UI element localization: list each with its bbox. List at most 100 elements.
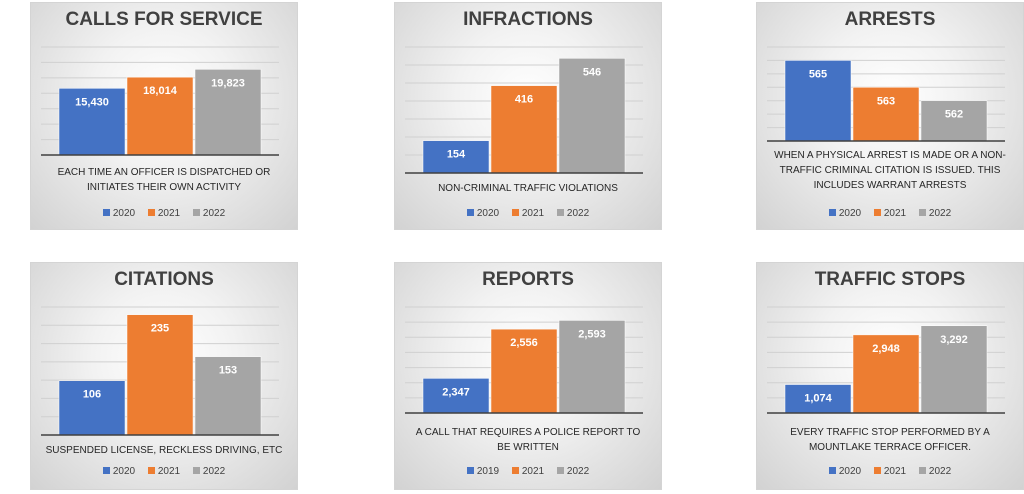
legend-label: 2021 [521,208,545,219]
legend-swatch [192,467,200,474]
bar-2022 [194,69,262,156]
bar-2021 [126,76,194,156]
chart-legend: 2020 2021 2022 [757,208,1023,219]
legend-swatch [466,467,474,474]
chart-legend: 2020 2021 2022 [757,466,1023,477]
legend-swatch [873,209,881,216]
bar-chart: 154 416 546 [405,46,643,174]
data-label: 106 [83,389,101,401]
legend-item: 2019 [466,466,500,477]
bar-2022 [920,325,988,414]
chart-description: A CALL THAT REQUIRES A POLICE REPORT TO … [415,427,641,453]
legend-swatch [873,467,881,474]
data-label: 565 [809,68,827,80]
chart-legend: 2019 2021 2022 [395,466,661,477]
chart-panel-citations: CITATIONS 106 235 153 SUSPENDED LICENSE, R… [30,262,298,490]
data-label: 563 [877,95,895,107]
data-label: 3,292 [940,334,968,346]
legend-label: 2020 [838,466,862,477]
data-label: 15,430 [75,96,109,108]
legend-item: 2022 [192,466,226,477]
chart-legend: 2020 2021 2022 [31,208,297,219]
bar-chart: 2,347 2,556 2,593 [405,306,643,414]
bar-chart: 1,074 2,948 3,292 [767,306,1005,414]
legend-swatch [511,467,519,474]
chart-legend: 2020 2021 2022 [31,466,297,477]
chart-description: EVERY TRAFFIC STOP PERFORMED BY A MOUNTL… [790,427,990,453]
data-label: 2,593 [578,328,606,340]
legend-label: 2022 [566,208,590,219]
chart-panel-arrests: ARRESTS 565 563 562 WHEN A PHYSICAL ARREST… [756,2,1024,230]
legend-item: 2020 [102,466,136,477]
bar-2021 [852,87,920,142]
chart-legend: 2020 2021 2022 [395,208,661,219]
legend-label: 2022 [202,466,226,477]
legend-item: 2022 [556,208,590,219]
bar-2022 [558,320,626,414]
chart-title: TRAFFIC STOPS [814,269,966,290]
legend-swatch [102,209,110,216]
legend-label: 2021 [157,208,181,219]
legend-swatch [828,467,836,474]
data-label: 154 [447,149,466,161]
legend-item: 2022 [918,208,952,219]
legend-label: 2020 [476,208,500,219]
legend-swatch [556,209,564,216]
bar-2020 [58,380,126,436]
data-label: 18,014 [143,85,178,97]
chart-description: WHEN A PHYSICAL ARREST IS MADE OR A NON-… [774,150,1006,191]
bar-2022 [920,100,988,142]
legend-label: 2021 [521,466,545,477]
bar-2021 [490,328,558,414]
legend-label: 2022 [202,208,226,219]
legend-label: 2022 [928,208,952,219]
bar-chart: 106 235 153 [41,306,279,436]
legend-item: 2021 [147,208,181,219]
data-label: 562 [945,109,963,121]
legend-item: 2022 [556,466,590,477]
bar-chart: 15,430 18,014 19,823 [41,46,279,156]
chart-title: ARRESTS [844,9,936,30]
legend-item: 2020 [828,208,862,219]
bar-2022 [558,58,626,174]
legend-swatch [147,209,155,216]
data-label: 2,948 [872,343,900,355]
chart-description: SUSPENDED LICENSE, RECKLESS DRIVING, ETC [45,445,283,456]
bar-2020 [784,60,852,142]
chart-description: EACH TIME AN OFFICER IS DISPATCHED OR IN… [57,167,271,193]
legend-swatch [147,467,155,474]
chart-panel-traffic-stops: TRAFFIC STOPS 1,074 2,948 3,292 EVERY TRAF… [756,262,1024,490]
legend-label: 2021 [883,208,907,219]
legend-item: 2021 [147,466,180,477]
chart-panel-calls-for-service: CALLS FOR SERVICE 15,430 18,014 19,823 EAC… [30,2,298,230]
legend-item: 2021 [873,466,906,477]
bar-chart: 565 563 562 [767,46,1005,142]
data-label: 2,556 [510,337,538,349]
legend-swatch [511,209,519,216]
legend-label: 2019 [476,466,500,477]
legend-item: 2022 [192,208,226,219]
legend-swatch [102,467,110,474]
legend-item: 2020 [828,466,862,477]
chart-panel-infractions: INFRACTIONS 154 416 546 NON-CRIMINAL TRAFF… [394,2,662,230]
legend-swatch [828,209,836,216]
chart-title: REPORTS [482,269,574,290]
chart-title: INFRACTIONS [463,9,593,30]
bar-2021 [852,334,920,414]
legend-label: 2020 [838,208,862,219]
data-label: 1,074 [804,393,832,405]
bar-2020 [784,384,852,414]
legend-swatch [918,467,926,474]
legend-label: 2020 [112,466,136,477]
chart-panel-reports: REPORTS 2,347 2,556 2,593 A CALL THAT REQU… [394,262,662,490]
legend-label: 2020 [112,208,136,219]
legend-label: 2022 [566,466,590,477]
data-label: 416 [515,94,533,106]
legend-item: 2020 [102,208,136,219]
legend-item: 2021 [511,208,545,219]
chart-title: CITATIONS [114,269,214,290]
legend-swatch [918,209,926,216]
bar-2021 [490,85,558,174]
legend-label: 2022 [928,466,952,477]
bar-2020 [422,140,490,174]
